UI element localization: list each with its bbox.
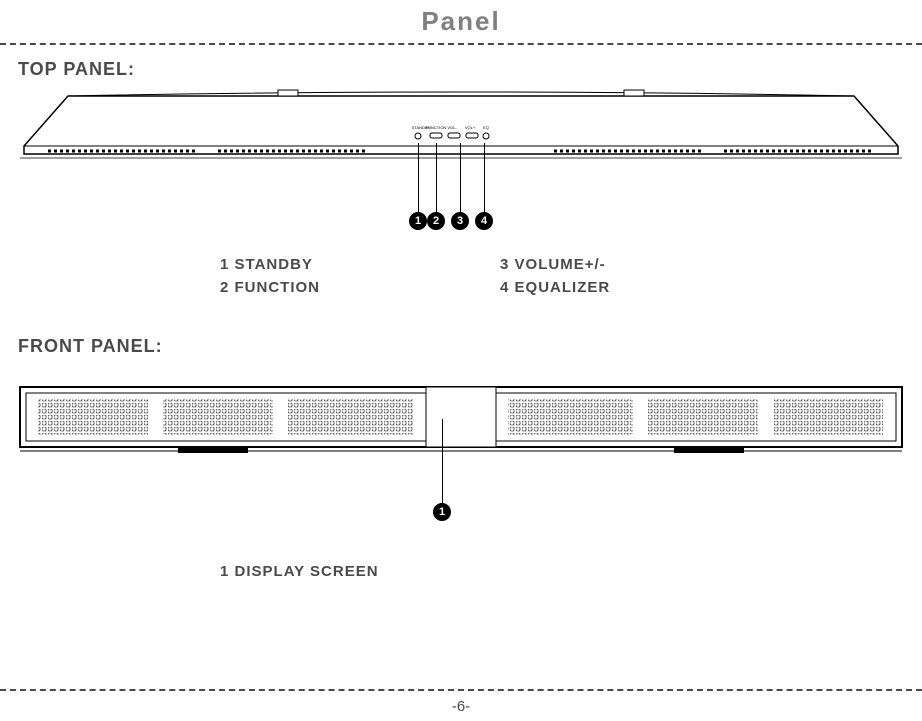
callout-line-3 [460, 143, 461, 215]
front-panel-diagram: 1 [0, 385, 922, 545]
callout-badge-4: 4 [475, 212, 493, 230]
callout-line-2 [436, 143, 437, 215]
legend-item-2: 2 FUNCTION [220, 279, 320, 296]
front-panel-legend: 1 DISPLAY SCREEN [0, 545, 922, 580]
legend-item-4: 4 EQUALIZER [500, 279, 610, 296]
btn-label-vol+: VOL+ [465, 125, 476, 130]
top-panel-label: TOP PANEL: [0, 45, 922, 88]
top-panel-diagram: STANDBY FUNCTION VOL- VOL+ EQ 1 2 3 4 [0, 88, 922, 238]
function-button [430, 133, 442, 138]
front-panel-label: FRONT PANEL: [0, 322, 922, 365]
callout-line-1 [418, 143, 419, 215]
btn-label-function: FUNCTION [426, 125, 447, 130]
vol-plus-button [466, 133, 478, 138]
legend-col-left: 1 STANDBY 2 FUNCTION [220, 256, 320, 302]
vol-minus-button [448, 133, 460, 138]
front-callout-line-1 [442, 419, 443, 505]
page-title: Panel [0, 0, 922, 43]
btn-label-eq: EQ [483, 125, 489, 130]
legend-col-right: 3 VOLUME+/- 4 EQUALIZER [500, 256, 610, 302]
btn-label-vol-: VOL- [447, 125, 457, 130]
callout-badge-1: 1 [409, 212, 427, 230]
eq-button [483, 133, 489, 139]
top-panel-legend: 1 STANDBY 2 FUNCTION 3 VOLUME+/- 4 EQUAL… [0, 238, 922, 322]
legend-item-1: 1 STANDBY [220, 256, 320, 273]
callout-badge-3: 3 [451, 212, 469, 230]
standby-button [415, 133, 421, 139]
callout-badge-2: 2 [427, 212, 445, 230]
callout-line-4 [484, 143, 485, 215]
bottom-dashed-rule [0, 689, 922, 691]
page-number: -6- [0, 698, 922, 715]
legend-item-3: 3 VOLUME+/- [500, 256, 610, 273]
front-callout-badge-1: 1 [433, 503, 451, 521]
front-legend-item-1: 1 DISPLAY SCREEN [220, 563, 922, 580]
top-panel-soundbar-drawing: STANDBY FUNCTION VOL- VOL+ EQ [18, 88, 904, 178]
front-panel-soundbar-drawing [18, 385, 904, 463]
